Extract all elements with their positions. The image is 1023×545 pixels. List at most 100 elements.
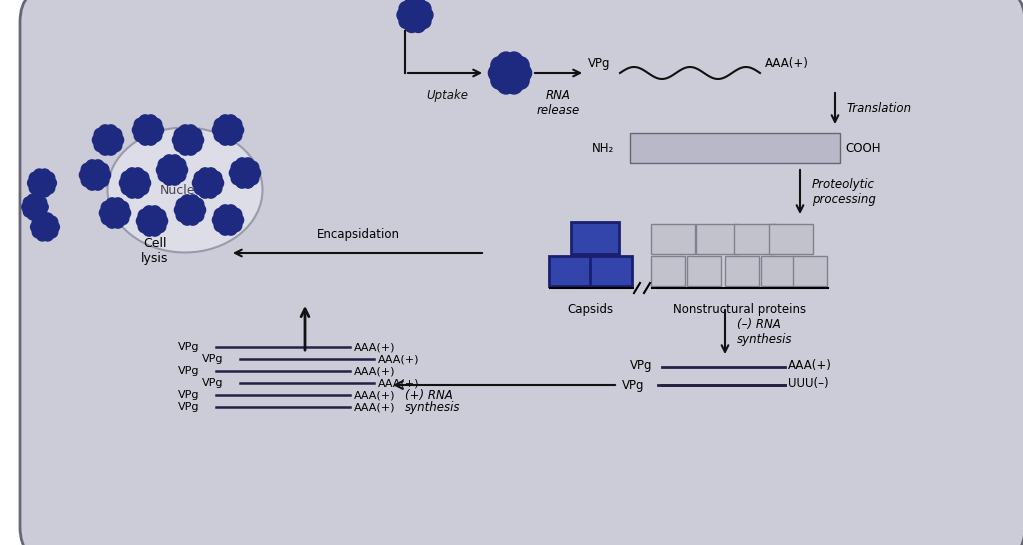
Circle shape xyxy=(153,209,166,222)
Circle shape xyxy=(144,132,158,145)
Text: AAA(+): AAA(+) xyxy=(354,342,396,352)
FancyBboxPatch shape xyxy=(696,224,738,254)
Circle shape xyxy=(214,118,227,131)
Circle shape xyxy=(174,140,186,152)
Text: VP0: VP0 xyxy=(598,266,623,276)
Circle shape xyxy=(39,185,50,197)
Circle shape xyxy=(121,171,134,184)
Circle shape xyxy=(185,143,197,155)
Circle shape xyxy=(101,201,114,214)
Text: UUU(–): UUU(–) xyxy=(788,377,829,390)
Circle shape xyxy=(121,182,134,195)
Circle shape xyxy=(92,178,104,190)
FancyBboxPatch shape xyxy=(769,224,813,254)
Circle shape xyxy=(37,229,48,241)
Circle shape xyxy=(497,52,515,69)
Circle shape xyxy=(139,120,158,140)
Circle shape xyxy=(491,57,508,74)
Circle shape xyxy=(105,216,119,228)
Text: AAA(+): AAA(+) xyxy=(788,359,832,372)
Circle shape xyxy=(132,168,144,180)
Circle shape xyxy=(189,140,202,152)
Circle shape xyxy=(38,202,48,213)
Circle shape xyxy=(404,18,418,33)
Text: (+) RNA: (+) RNA xyxy=(405,389,453,402)
Circle shape xyxy=(31,221,42,233)
Text: AAA(+): AAA(+) xyxy=(354,402,396,412)
Circle shape xyxy=(211,177,224,189)
Circle shape xyxy=(138,209,150,222)
Circle shape xyxy=(43,172,55,184)
Circle shape xyxy=(134,118,146,131)
Circle shape xyxy=(148,223,162,236)
Circle shape xyxy=(225,205,237,217)
Circle shape xyxy=(30,172,41,184)
Circle shape xyxy=(229,219,241,232)
Circle shape xyxy=(399,2,413,16)
Circle shape xyxy=(151,124,164,136)
Circle shape xyxy=(416,14,431,28)
Circle shape xyxy=(491,72,508,89)
Circle shape xyxy=(92,160,104,172)
Circle shape xyxy=(173,158,186,171)
FancyBboxPatch shape xyxy=(651,256,685,286)
Text: VPg: VPg xyxy=(622,378,644,391)
Circle shape xyxy=(176,198,188,211)
Circle shape xyxy=(179,125,191,137)
Circle shape xyxy=(98,169,110,181)
Circle shape xyxy=(86,178,98,190)
Text: Proteolytic
processing: Proteolytic processing xyxy=(812,178,876,206)
Circle shape xyxy=(42,213,53,225)
Circle shape xyxy=(512,57,529,74)
Circle shape xyxy=(24,197,34,208)
Circle shape xyxy=(404,4,426,26)
Text: 2C: 2C xyxy=(710,234,724,244)
Text: 2A: 2A xyxy=(661,266,675,276)
Circle shape xyxy=(219,120,237,140)
Circle shape xyxy=(159,158,171,171)
Text: Uptake: Uptake xyxy=(426,89,468,102)
Circle shape xyxy=(181,213,193,225)
Circle shape xyxy=(214,219,227,232)
Text: VPg: VPg xyxy=(178,342,199,352)
Circle shape xyxy=(198,168,212,180)
Circle shape xyxy=(33,226,44,238)
Text: 3CD: 3CD xyxy=(780,234,802,244)
Circle shape xyxy=(512,72,529,89)
Circle shape xyxy=(37,213,48,225)
FancyBboxPatch shape xyxy=(687,256,721,286)
Circle shape xyxy=(117,212,129,225)
Circle shape xyxy=(169,155,181,167)
Circle shape xyxy=(132,124,145,136)
Circle shape xyxy=(32,209,43,220)
Circle shape xyxy=(138,220,150,233)
Circle shape xyxy=(399,14,413,28)
Text: synthesis: synthesis xyxy=(405,401,460,414)
Circle shape xyxy=(118,207,131,219)
Circle shape xyxy=(225,223,237,235)
Circle shape xyxy=(43,183,55,194)
Ellipse shape xyxy=(107,128,263,252)
Text: 2B: 2B xyxy=(697,266,711,276)
Circle shape xyxy=(194,182,207,195)
Circle shape xyxy=(105,198,119,210)
Text: RNA
release: RNA release xyxy=(536,89,580,117)
Circle shape xyxy=(231,214,243,226)
Circle shape xyxy=(191,209,204,222)
Circle shape xyxy=(181,201,199,219)
Circle shape xyxy=(236,158,249,171)
Circle shape xyxy=(186,195,199,207)
Text: 2BC: 2BC xyxy=(663,234,683,244)
Circle shape xyxy=(219,223,231,235)
Circle shape xyxy=(86,160,98,172)
Circle shape xyxy=(80,169,92,181)
FancyBboxPatch shape xyxy=(549,256,591,286)
Text: AAA(+): AAA(+) xyxy=(765,57,809,70)
Circle shape xyxy=(205,168,217,180)
Text: (–) RNA
synthesis: (–) RNA synthesis xyxy=(737,318,793,346)
FancyBboxPatch shape xyxy=(651,224,695,254)
Circle shape xyxy=(163,173,175,185)
Circle shape xyxy=(231,124,243,136)
Circle shape xyxy=(219,205,231,217)
Circle shape xyxy=(214,208,227,221)
